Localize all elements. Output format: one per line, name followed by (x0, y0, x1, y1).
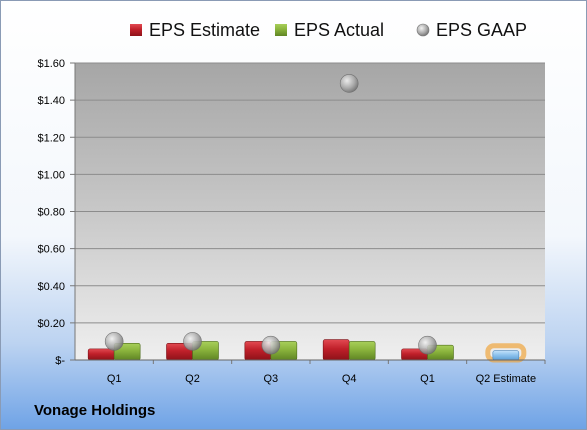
y-tick-label: $1.00 (37, 169, 65, 181)
point-eps-gaap (104, 332, 124, 351)
legend-circle-icon (416, 23, 430, 37)
x-tick-label: Q4 (342, 373, 357, 385)
point-eps-gaap (183, 332, 202, 351)
y-tick-label: $0.20 (37, 318, 65, 330)
legend-label: EPS GAAP (436, 19, 528, 40)
y-tick-label: $1.40 (37, 95, 65, 107)
point-eps-gaap (339, 74, 359, 93)
point-eps-gaap (418, 335, 437, 355)
legend-square-icon (130, 24, 142, 36)
legend-item: EPS Actual (274, 15, 384, 45)
x-tick-label: Q3 (263, 373, 278, 385)
legend-item: EPS Estimate (129, 15, 260, 45)
x-tick-label: Q2 Estimate (476, 373, 537, 385)
point-eps-gaap (261, 335, 281, 355)
x-tick-label: Q2 (185, 373, 200, 385)
y-tick-label: $0.40 (37, 281, 65, 293)
legend: EPS Estimate EPS Actual EPS GAAP (1, 15, 586, 45)
y-tick-label: $1.60 (37, 58, 65, 70)
bar-eps-estimate (322, 339, 350, 361)
bar-eps-actual (348, 341, 376, 361)
y-tick-label: $0.80 (37, 207, 65, 219)
y-tick-label: $0.60 (37, 244, 65, 256)
legend-label: EPS Actual (294, 19, 385, 40)
company-title: Vonage Holdings (34, 402, 156, 419)
x-tick-label: Q1 (420, 373, 435, 385)
bar-eps-estimate (87, 348, 115, 361)
x-tick-label: Q1 (107, 373, 122, 385)
bar-q2-estimate (492, 350, 520, 361)
legend-square-icon (275, 24, 287, 36)
y-tick-label: $1.20 (37, 132, 65, 144)
y-tick-label: $- (55, 355, 65, 367)
legend-item: EPS GAAP (416, 15, 527, 45)
legend-label: EPS Estimate (149, 19, 261, 40)
